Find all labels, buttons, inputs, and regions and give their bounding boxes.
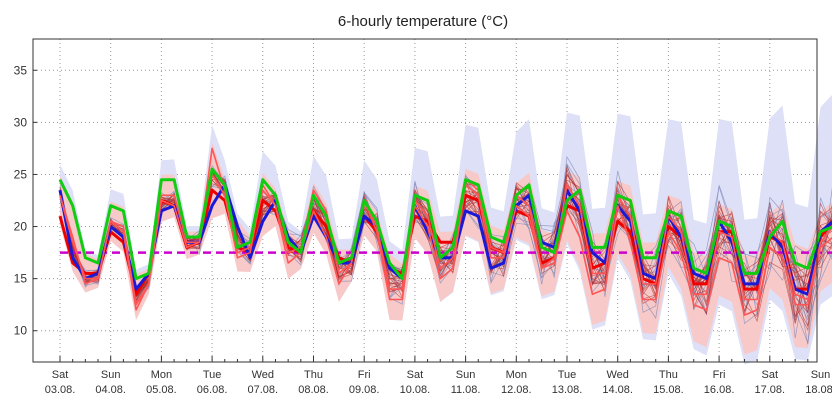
x-tick-day-label: Fri [358, 369, 371, 381]
x-axis: Sat 03.08. Sun 04.08. Mon 05.08. Tue 06.08. Wed 0… [45, 356, 832, 396]
x-tick-date-label: 13.08. [552, 384, 583, 396]
x-tick-date-label: 12.08. [501, 384, 532, 396]
x-tick-date-label: 10.08. [400, 384, 431, 396]
x-tick-day-label: Tue [203, 369, 222, 381]
x-tick-day-label: Thu [304, 369, 323, 381]
x-tick-date-label: 08.08. [298, 384, 329, 396]
x-tick-date-label: 15.08. [653, 384, 684, 396]
x-tick-day-label: Wed [252, 369, 274, 381]
y-tick-label: 30 [14, 115, 28, 129]
ensemble-member-line [59, 170, 832, 294]
y-tick-label: 15 [14, 272, 28, 286]
x-tick-day-label: Fri [713, 369, 726, 381]
x-tick-date-label: 17.08. [755, 384, 786, 396]
x-tick-date-label: 05.08. [146, 384, 177, 396]
ensemble-member-line [59, 162, 832, 345]
plot-frame [32, 38, 818, 363]
x-tick-date-label: 09.08. [349, 384, 380, 396]
x-tick-day-label: Sun [811, 369, 831, 381]
series-line-green [58, 167, 832, 281]
x-tick-day-label: Sun [456, 369, 476, 381]
x-tick-day-label: Wed [606, 369, 628, 381]
y-tick-label: 25 [14, 167, 28, 181]
x-tick-day-label: Sat [762, 369, 779, 381]
red-spread-area [60, 142, 832, 355]
plot-area: 10 15 20 25 30 35 Sat 03.08. Sun 04.08. Mon 05.08. T… [14, 38, 832, 396]
x-tick-date-label: 16.08. [704, 384, 735, 396]
x-tick-date-label: 18.08. [805, 384, 832, 396]
x-tick-date-label: 07.08. [248, 384, 279, 396]
x-tick-date-label: 04.08. [95, 384, 126, 396]
y-tick-label: 20 [14, 220, 28, 234]
series-line-red-thin-2 [59, 147, 832, 306]
x-tick-date-label: 11.08. [451, 384, 481, 396]
x-tick-day-label: Thu [659, 369, 678, 381]
x-tick-day-label: Sat [407, 369, 424, 381]
x-tick-day-label: Tue [558, 369, 577, 381]
series-line-red-thin-1 [59, 173, 832, 316]
y-axis: 10 15 20 25 30 35 [14, 63, 37, 338]
y-tick-label: 35 [14, 63, 28, 77]
chart-title: 6-hourly temperature (°C) [338, 13, 508, 30]
x-tick-date-label: 14.08. [602, 384, 633, 396]
x-tick-day-label: Sun [101, 369, 121, 381]
x-tick-day-label: Mon [151, 369, 172, 381]
x-tick-day-label: Sat [52, 369, 69, 381]
x-tick-day-label: Mon [506, 369, 527, 381]
y-tick-label: 10 [14, 324, 28, 338]
x-tick-date-label: 03.08. [45, 384, 76, 396]
x-tick-date-label: 06.08. [197, 384, 228, 396]
